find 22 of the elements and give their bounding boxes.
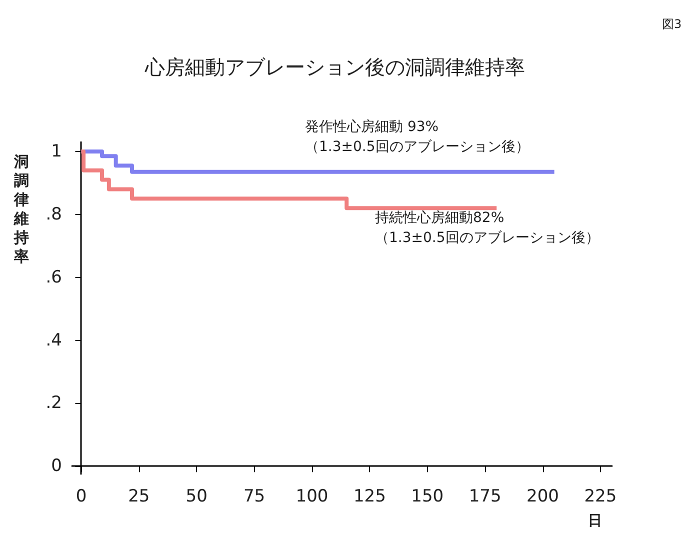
x-tick-label: 175 (468, 486, 502, 506)
y-tick-label: 0 (51, 456, 62, 476)
x-tick-label: 25 (128, 486, 150, 506)
y-axis-title: 洞調律維持率 (13, 152, 29, 266)
x-axis-title: 日 (588, 513, 602, 529)
y-tick-label: .4 (46, 330, 62, 350)
y-tick-label: .2 (46, 393, 62, 414)
annotation: 発作性心房細動 93% （1.3±0.5回のアブレーション後） (305, 119, 530, 155)
caption: 図3 (662, 17, 682, 31)
x-tick-label: 50 (186, 486, 208, 506)
x-tick-label: 225 (584, 486, 617, 506)
y-tick-label: .8 (46, 204, 62, 224)
y-tick-label: 1 (51, 141, 62, 162)
x-tick-label: 200 (526, 486, 559, 506)
x-tick-label: 100 (296, 486, 328, 506)
x-tick-label: 125 (353, 486, 386, 506)
x-tick-label: 0 (76, 486, 87, 506)
x-tick-label: 75 (243, 486, 266, 506)
annotation: 持続性心房細動82% （1.3±0.5回のアブレーション後） (375, 210, 600, 246)
x-tick-label: 150 (411, 486, 444, 506)
chart-title: 心房細動アブレーション後の洞調律維持率 (144, 55, 525, 79)
y-tick-label: .6 (46, 267, 62, 288)
